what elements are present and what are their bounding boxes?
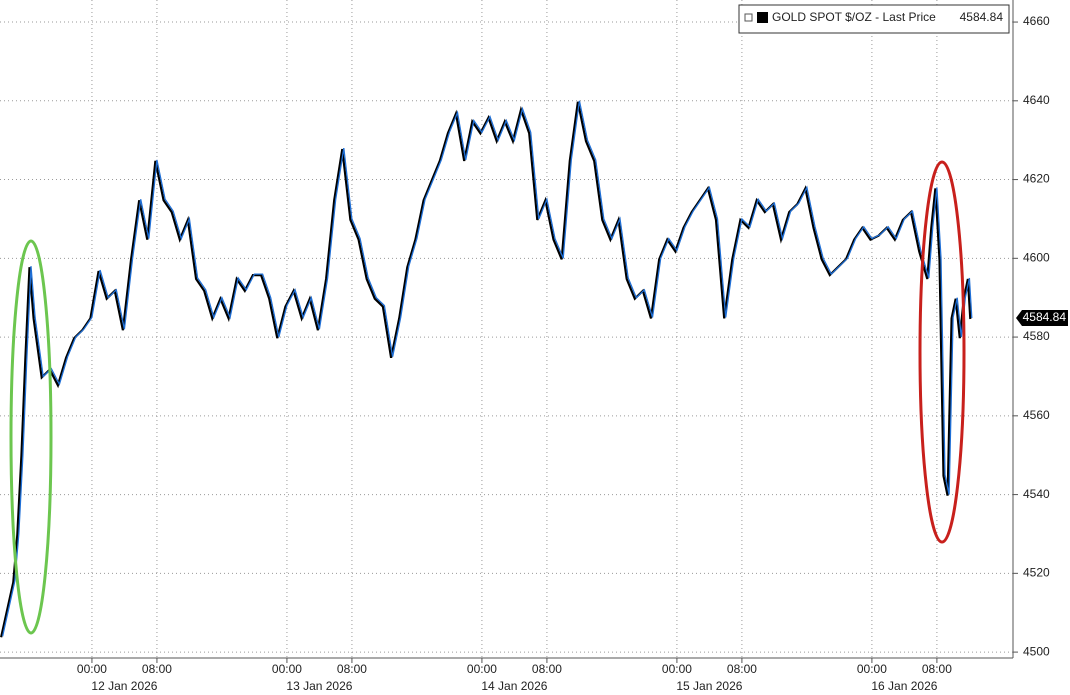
x-tick-label: 08:00 <box>922 662 952 676</box>
y-tick-label: 4560 <box>1023 408 1050 422</box>
x-tick-label: 00:00 <box>272 662 302 676</box>
y-tick-label: 4540 <box>1023 487 1050 501</box>
date-label: 13 Jan 2026 <box>286 679 352 693</box>
date-label: 15 Jan 2026 <box>676 679 742 693</box>
legend-value: 4584.84 <box>960 10 1004 24</box>
date-label: 12 Jan 2026 <box>91 679 157 693</box>
y-tick-label: 4580 <box>1023 329 1050 343</box>
y-tick-label: 4620 <box>1023 172 1050 186</box>
x-tick-label: 00:00 <box>857 662 887 676</box>
x-tick-label: 00:00 <box>467 662 497 676</box>
legend-box <box>738 4 1010 34</box>
y-tick-label: 4500 <box>1023 644 1050 658</box>
y-tick-label: 4520 <box>1023 566 1050 580</box>
x-tick-label: 08:00 <box>337 662 367 676</box>
last-price-label: 4584.84 <box>1023 310 1067 324</box>
date-label: 14 Jan 2026 <box>481 679 547 693</box>
date-label: 16 Jan 2026 <box>871 679 937 693</box>
legend-swatch <box>757 12 768 23</box>
legend-toggle <box>744 13 753 22</box>
y-tick-label: 4660 <box>1023 14 1050 28</box>
x-tick-label: 00:00 <box>662 662 692 676</box>
y-tick-label: 4640 <box>1023 93 1050 107</box>
legend: GOLD SPOT $/OZ - Last Price 4584.84 <box>738 4 1010 34</box>
labels: 4500 4520 4540 4560 4580 4600 4620 4640 4660 00:0… <box>77 14 1068 693</box>
legend-label: GOLD SPOT $/OZ - Last Price <box>772 10 936 24</box>
x-tick-label: 08:00 <box>727 662 757 676</box>
plot <box>0 100 973 638</box>
x-tick-label: 08:00 <box>532 662 562 676</box>
line <box>1 100 973 637</box>
y-tick-label: 4600 <box>1023 250 1050 264</box>
x-tick-label: 08:00 <box>142 662 172 676</box>
x-tick-label: 00:00 <box>77 662 107 676</box>
last-price-tag <box>1016 310 1068 327</box>
highlight-ellipse <box>9 239 53 635</box>
highlight-ellipse <box>918 160 966 544</box>
